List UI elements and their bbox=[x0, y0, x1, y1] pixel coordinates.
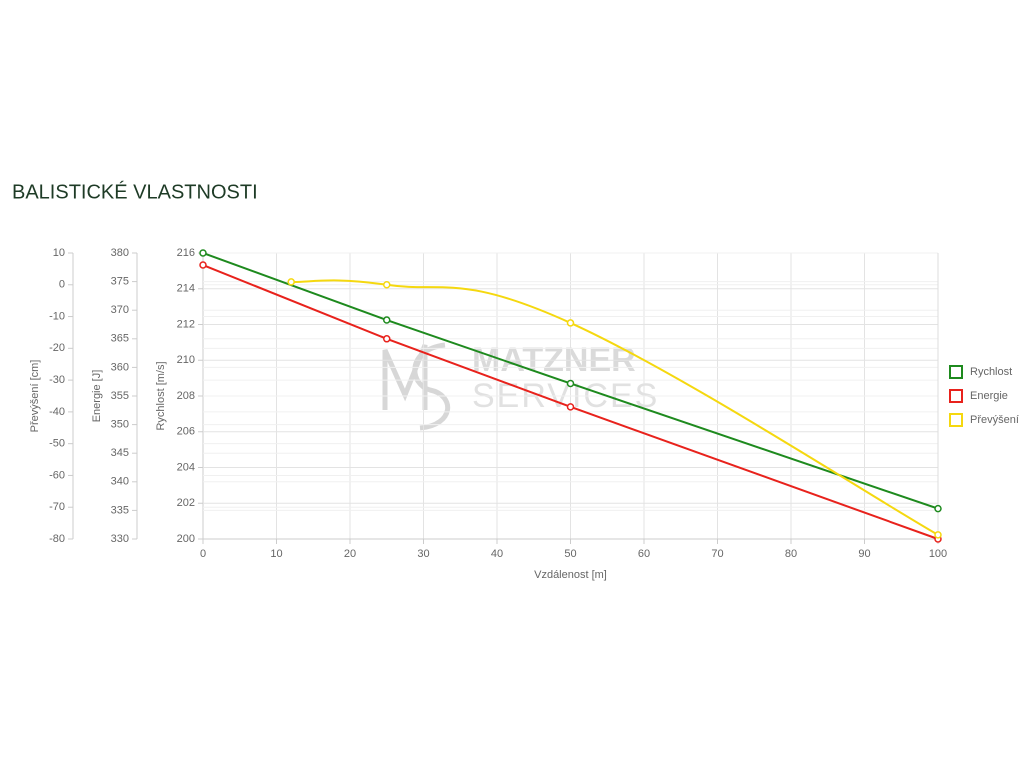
watermark-logo bbox=[412, 342, 450, 431]
data-point bbox=[566, 379, 575, 388]
y-tick-label: 370 bbox=[111, 304, 129, 316]
x-tick-label: 50 bbox=[564, 548, 576, 560]
y-tick-label: 340 bbox=[111, 476, 129, 488]
x-tick-label: 30 bbox=[417, 548, 429, 560]
y-tick-label: 202 bbox=[177, 497, 195, 509]
y-tick-label: 212 bbox=[177, 318, 195, 330]
data-point bbox=[383, 335, 391, 343]
y-tick-label: 330 bbox=[111, 533, 129, 545]
y-tick-label: 204 bbox=[177, 461, 195, 473]
data-point bbox=[934, 504, 942, 513]
series-line bbox=[291, 279, 939, 536]
legend-label: Rychlost bbox=[970, 366, 1012, 378]
series-line bbox=[202, 264, 939, 540]
data-point bbox=[287, 278, 295, 286]
legend-label: Energie bbox=[970, 390, 1008, 402]
y-tick-label: 355 bbox=[111, 390, 129, 402]
y-tick-label: 210 bbox=[177, 354, 195, 366]
y-tick-label: 335 bbox=[111, 504, 129, 516]
y-tick-label: 375 bbox=[111, 276, 129, 288]
data-point bbox=[383, 281, 391, 289]
y-tick-label: -80 bbox=[49, 533, 65, 545]
y-axis-label: Převýšení [cm] bbox=[29, 360, 41, 433]
y-tick-label: 350 bbox=[111, 419, 129, 431]
y-tick-label: 365 bbox=[111, 333, 129, 345]
y-tick-label: 380 bbox=[111, 247, 129, 259]
y-tick-label: -70 bbox=[49, 501, 65, 513]
x-axis-label: Vzdálenost [m] bbox=[534, 569, 607, 581]
y-axis-label: Energie [J] bbox=[91, 370, 103, 423]
data-point bbox=[199, 261, 207, 269]
x-tick-label: 100 bbox=[929, 548, 947, 560]
legend-swatch bbox=[949, 413, 963, 427]
x-tick-label: 70 bbox=[711, 548, 723, 560]
y-tick-label: 206 bbox=[177, 426, 195, 438]
x-tick-label: 10 bbox=[270, 548, 282, 560]
y-tick-label: 360 bbox=[111, 361, 129, 373]
legend-label: Převýšení bbox=[970, 414, 1019, 426]
y-tick-label: -50 bbox=[49, 438, 65, 450]
x-tick-label: 90 bbox=[858, 548, 870, 560]
x-tick-label: 60 bbox=[638, 548, 650, 560]
data-point bbox=[383, 316, 391, 324]
x-tick-label: 0 bbox=[200, 548, 206, 560]
y-tick-label: 10 bbox=[53, 247, 65, 259]
y-tick-label: -10 bbox=[49, 310, 65, 322]
y-tick-label: -20 bbox=[49, 342, 65, 354]
y-tick-label: 200 bbox=[177, 533, 195, 545]
y-tick-label: -40 bbox=[49, 406, 65, 418]
y-axis-label: Rychlost [m/s] bbox=[155, 361, 167, 430]
x-tick-label: 80 bbox=[785, 548, 797, 560]
chart-title: BALISTICKÉ VLASTNOSTI bbox=[12, 180, 258, 203]
data-point bbox=[566, 403, 575, 411]
x-tick-label: 20 bbox=[344, 548, 356, 560]
y-tick-label: -30 bbox=[49, 374, 65, 386]
y-tick-label: -60 bbox=[49, 469, 65, 481]
legend-swatch bbox=[949, 365, 963, 379]
y-tick-label: 214 bbox=[177, 283, 195, 295]
legend-swatch bbox=[949, 389, 963, 403]
y-tick-label: 345 bbox=[111, 447, 129, 459]
data-point bbox=[199, 249, 207, 257]
data-point bbox=[934, 531, 942, 539]
series-line bbox=[202, 252, 939, 510]
y-tick-label: 0 bbox=[59, 279, 65, 291]
y-tick-label: 208 bbox=[177, 390, 195, 402]
x-tick-label: 40 bbox=[491, 548, 503, 560]
data-point bbox=[566, 319, 575, 327]
watermark-logo bbox=[382, 344, 428, 410]
y-tick-label: 216 bbox=[177, 247, 195, 259]
